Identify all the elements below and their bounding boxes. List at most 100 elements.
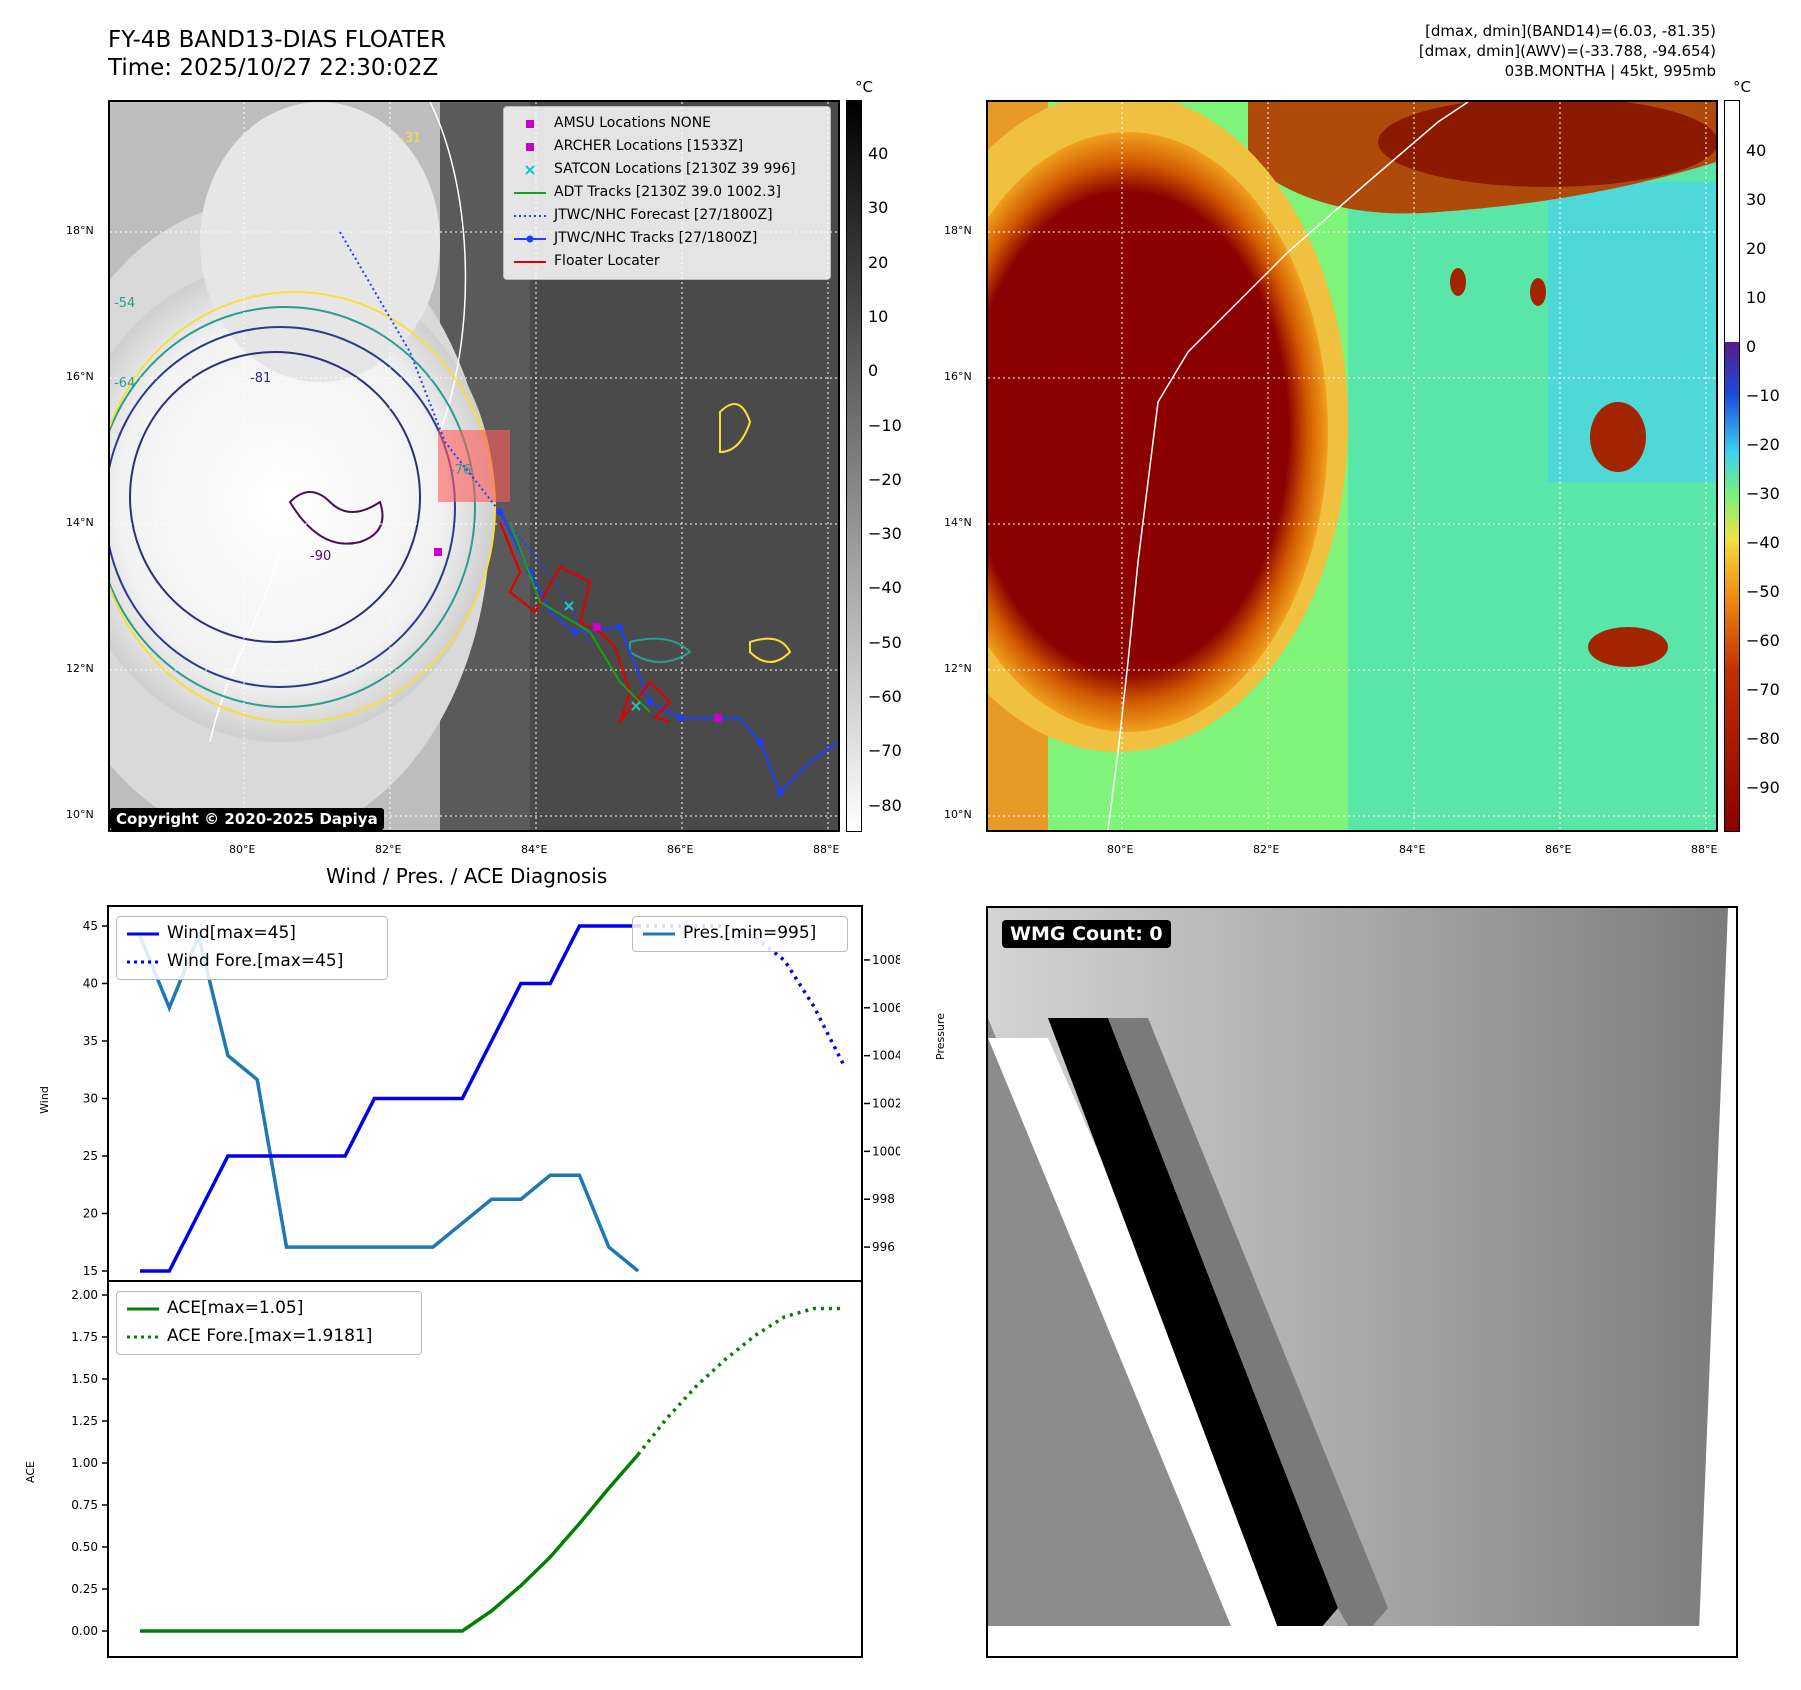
wind-legend: Wind[max=45] Wind Fore.[max=45] — [116, 916, 388, 980]
ace-line — [140, 1453, 640, 1633]
diagnosis-axes — [107, 905, 863, 1658]
wind-tick-label: 30 — [83, 1092, 98, 1106]
colorbar-left-tick: −40 — [868, 578, 902, 598]
colorbar-left-tick: −70 — [868, 741, 902, 761]
ace-tick-label: 0.75 — [71, 1498, 98, 1512]
diagnosis-ticks: 45 40 35 30 25 20 15 1008 1006 1004 1002 1000 998 996… — [71, 919, 900, 1638]
colorbar-right-tick: −10 — [1746, 386, 1780, 405]
lon-tick-88: 88°E — [813, 843, 840, 856]
colorbar-left-tick: 20 — [868, 252, 889, 272]
wmg-image — [988, 908, 1736, 1656]
contour-label-3: -64 — [114, 376, 135, 391]
line-red-icon — [514, 261, 546, 263]
colorbar-left-unit: °C — [855, 78, 873, 96]
ace-tick-label: 0.25 — [71, 1582, 98, 1596]
wmg-count-badge: WMG Count: 0 — [1002, 920, 1171, 948]
solid-green-line-icon — [127, 1307, 159, 1311]
lon-tick-86: 86°E — [667, 843, 694, 856]
ace-tick-label: 1.00 — [71, 1456, 98, 1470]
colorbar-left-tick: 10 — [868, 306, 889, 326]
ir-map-panel: -31 -54 -64 -81 -76 -90 AMSU Locations N… — [108, 100, 840, 832]
contour-label-2: -54 — [114, 296, 135, 311]
storm-summary: 03B.MONTHA | 45kt, 995mb — [1504, 62, 1716, 80]
lon-tick-84-right: 84°E — [1399, 843, 1426, 856]
colorbar-left-tick: 0 — [868, 361, 879, 381]
wind-tick-label: 45 — [83, 919, 98, 933]
colorbar-right-tick: −90 — [1746, 778, 1780, 797]
contour-label-1: -31 — [400, 131, 421, 146]
wind-line — [140, 924, 639, 1273]
pressure-tick-label: 996 — [872, 1240, 895, 1254]
lat-tick-16: 16°N — [66, 370, 94, 383]
colorbar-right-tick: −20 — [1746, 435, 1780, 454]
awv-map-image — [988, 102, 1716, 830]
wind-tick-label: 15 — [83, 1264, 98, 1278]
colorbar-left-tick: −80 — [868, 795, 902, 815]
colorbar-right-unit: °C — [1733, 78, 1751, 96]
ace-legend: ACE[max=1.05] ACE Fore.[max=1.9181] — [116, 1291, 422, 1355]
copyright-badge: Copyright © 2020-2025 Dapiya — [110, 808, 384, 830]
colorbar-right-tick: 40 — [1746, 141, 1767, 160]
lat-tick-10: 10°N — [66, 808, 94, 821]
lat-tick-14-right: 14°N — [944, 516, 972, 529]
pressure-line — [138, 930, 640, 1273]
stats-band14: [dmax, dmin](BAND14)=(6.03, -81.35) — [1425, 22, 1716, 40]
colorbar-left-tick: −20 — [868, 469, 902, 489]
title-line-1: FY-4B BAND13-DIAS FLOATER — [108, 27, 447, 53]
colorbar-right-tick: −80 — [1746, 729, 1780, 748]
title-line-2: Time: 2025/10/27 22:30:02Z — [108, 55, 439, 81]
wind-tick-label: 20 — [83, 1207, 98, 1221]
wmg-panel: WMG Count: 0 — [986, 906, 1738, 1658]
lon-tick-82: 82°E — [375, 843, 402, 856]
stats-awv: [dmax, dmin](AWV)=(-33.788, -94.654) — [1418, 42, 1716, 60]
colorbar-left-tick: −30 — [868, 524, 902, 544]
colorbar-left-tick: −60 — [868, 687, 902, 706]
ace-axis-label: ACE — [24, 1461, 37, 1483]
colorbar-left-tick: −10 — [868, 415, 902, 435]
wind-axis-label: Wind — [38, 1086, 51, 1114]
pressure-tick-label: 1000 — [872, 1144, 900, 1158]
contour-label-6: -90 — [310, 549, 331, 564]
pressure-tick-label: 1004 — [872, 1049, 900, 1063]
lat-tick-12: 12°N — [66, 662, 94, 675]
awv-map-panel — [986, 100, 1718, 832]
dotted-green-line-icon — [127, 1335, 159, 1339]
line-green-icon — [514, 192, 546, 194]
lon-tick-86-right: 86°E — [1545, 843, 1572, 856]
square-magenta-icon — [526, 143, 534, 151]
lat-tick-14: 14°N — [66, 516, 94, 529]
pressure-tick-label: 1002 — [872, 1097, 900, 1111]
colorbar-right-tick: −40 — [1746, 533, 1780, 552]
colorbar-right-tick: 30 — [1746, 190, 1767, 209]
contour-label-5: -76 — [450, 463, 471, 478]
colorbar-right-tick: −70 — [1746, 680, 1780, 699]
ace-tick-label: 2.00 — [71, 1288, 98, 1302]
lon-tick-82-right: 82°E — [1253, 843, 1280, 856]
pressure-tick-label: 1006 — [872, 1001, 900, 1015]
diag-title: Wind / Pres. / ACE Diagnosis — [326, 864, 608, 888]
ace-tick-label: 1.50 — [71, 1372, 98, 1386]
colorbar-right-tick: 0 — [1746, 337, 1757, 356]
colorbar-left-tick: 40 — [868, 144, 889, 163]
lat-tick-16-right: 16°N — [944, 370, 972, 383]
pressure-tick-label: 998 — [872, 1192, 895, 1206]
colorbar-right-tick: 10 — [1746, 288, 1767, 307]
dotted-blue-line-icon — [127, 960, 159, 964]
colorbar-right-tick: −60 — [1746, 631, 1780, 650]
contour-label-4: -81 — [250, 371, 271, 386]
ace-forecast-line — [636, 1306, 844, 1456]
diagnosis-lines — [138, 924, 845, 1633]
lon-tick-80-right: 80°E — [1107, 843, 1134, 856]
solid-blue-line-icon — [127, 932, 159, 936]
colorbar-left-tick: −50 — [868, 632, 902, 652]
x-cyan-icon — [525, 165, 535, 175]
lon-tick-84: 84°E — [521, 843, 548, 856]
pressure-tick-label: 1008 — [872, 953, 900, 967]
colorbar-right-tick: −50 — [1746, 582, 1780, 601]
map-legend: AMSU Locations NONE ARCHER Locations [15… — [503, 106, 831, 280]
lon-tick-80: 80°E — [229, 843, 256, 856]
dotted-blue-icon — [514, 215, 546, 217]
wind-tick-label: 35 — [83, 1034, 98, 1048]
ace-tick-label: 1.75 — [71, 1330, 98, 1344]
pressure-legend: Pres.[min=995] — [632, 916, 848, 952]
